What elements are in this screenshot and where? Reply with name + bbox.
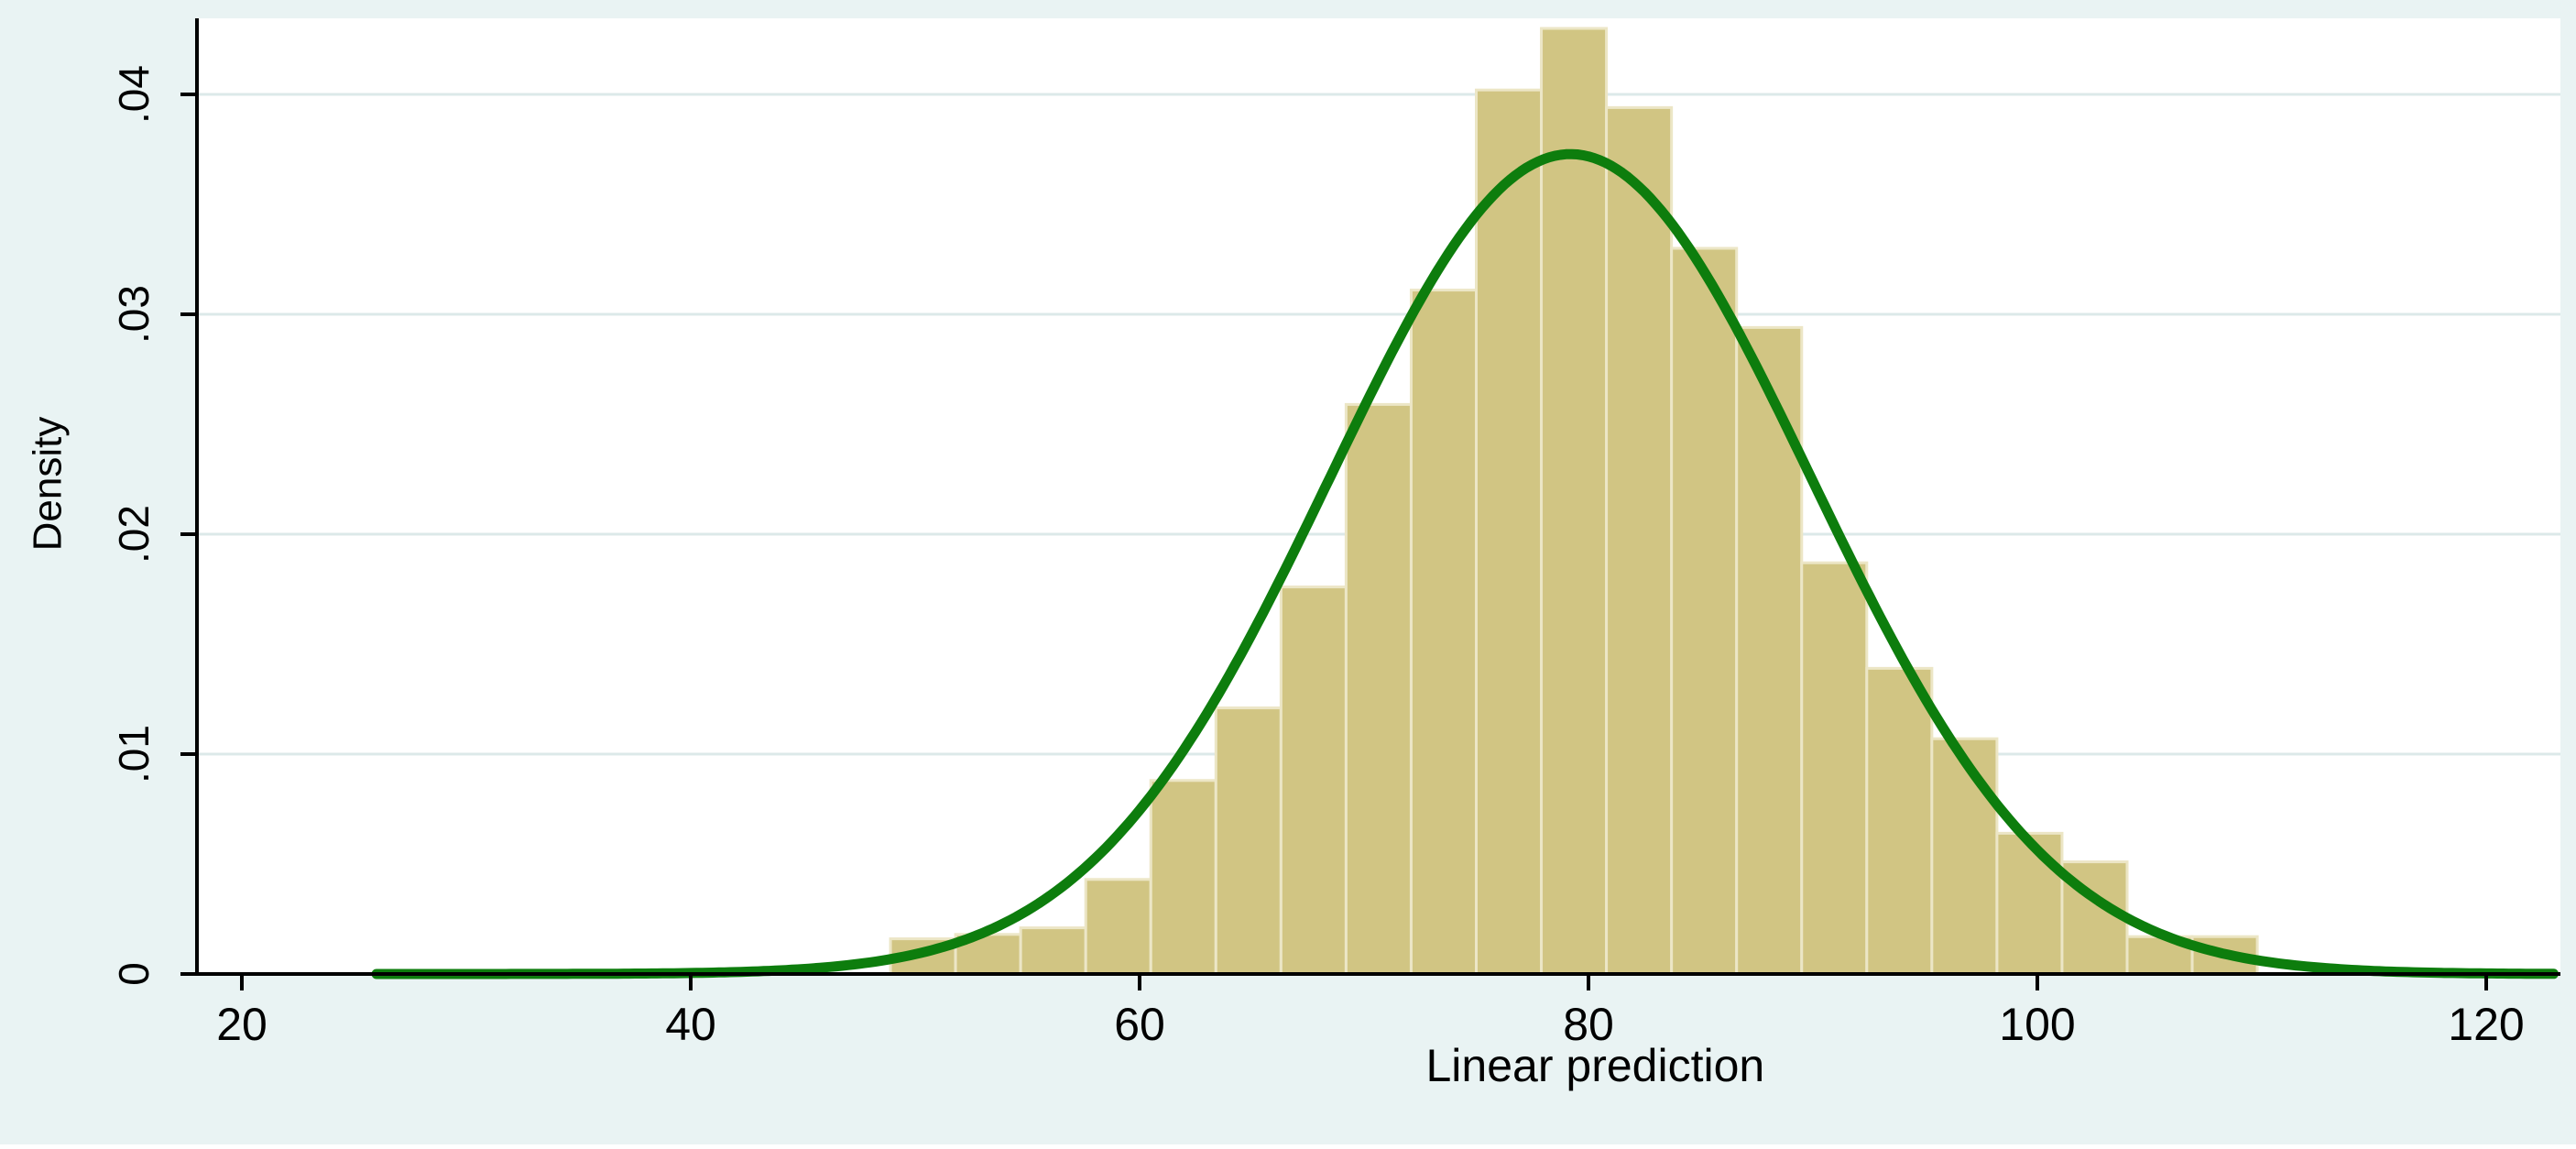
x-axis-label: Linear prediction bbox=[1426, 1040, 1765, 1091]
histogram-bar bbox=[1865, 666, 1934, 976]
histogram-bar bbox=[1540, 27, 1609, 976]
histogram-bar bbox=[1605, 105, 1674, 976]
histogram-bar bbox=[1214, 706, 1283, 976]
histogram-bar bbox=[1930, 737, 1999, 976]
histogram-bar bbox=[1084, 878, 1152, 976]
histogram-bar bbox=[1475, 88, 1544, 976]
histogram-bars bbox=[889, 27, 2259, 976]
histogram-bar bbox=[1670, 246, 1739, 976]
y-tick-label: .02 bbox=[110, 505, 158, 564]
tick-labels: 20 40 60 80 100 120 0 .01 .02 .03 .04 bbox=[110, 65, 2525, 1050]
histogram-bar bbox=[1149, 779, 1217, 976]
histogram-bar bbox=[1800, 561, 1869, 976]
y-tick-label: .03 bbox=[110, 285, 158, 344]
x-tick-label: 120 bbox=[2448, 999, 2524, 1050]
histogram-bar bbox=[1279, 585, 1348, 976]
x-tick-label: 40 bbox=[665, 999, 716, 1050]
normal-curve-line bbox=[371, 148, 2559, 979]
y-tick-label: .01 bbox=[110, 725, 158, 783]
histogram-bar bbox=[1344, 402, 1413, 976]
normal-density-curve bbox=[371, 148, 2559, 979]
histogram-bar bbox=[1995, 831, 2064, 976]
x-tick-label: 100 bbox=[1999, 999, 2075, 1050]
y-tick-label: .04 bbox=[110, 65, 158, 124]
y-tick-label: 0 bbox=[110, 962, 158, 986]
histogram-bar bbox=[1409, 289, 1478, 976]
axes bbox=[180, 18, 2560, 990]
histogram-bar bbox=[1019, 926, 1087, 976]
histogram-bar bbox=[1735, 325, 1804, 976]
y-axis-label: Density bbox=[26, 417, 71, 552]
x-tick-label: 80 bbox=[1563, 999, 1614, 1050]
x-tick-label: 20 bbox=[216, 999, 267, 1050]
x-tick-label: 60 bbox=[1114, 999, 1165, 1050]
